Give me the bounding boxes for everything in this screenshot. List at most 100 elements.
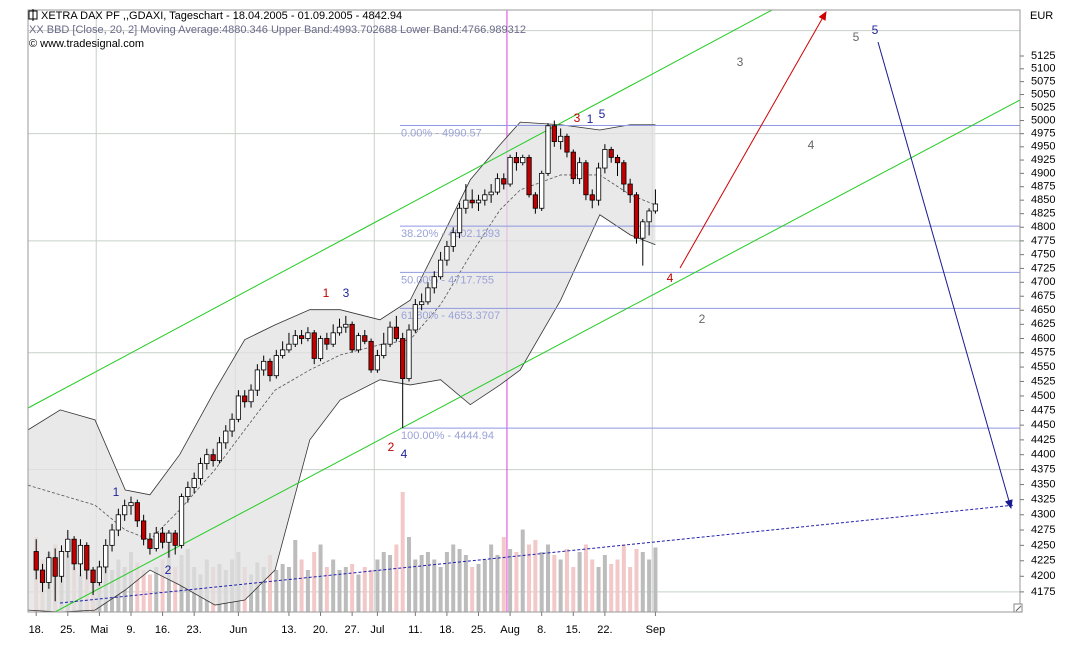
candle-body (456, 207, 463, 234)
volume-bar (476, 564, 481, 612)
candle-body (223, 430, 229, 444)
volume-bar (438, 567, 443, 612)
volume-bar (400, 492, 405, 612)
y-tick-label: 4925 (1031, 154, 1055, 166)
candle-body (374, 355, 381, 371)
x-tick-label: 18. (439, 624, 454, 636)
candle-body (463, 199, 469, 209)
x-tick-label: 22. (597, 624, 612, 636)
candle-body (273, 355, 279, 377)
y-tick-label: 4300 (1031, 509, 1055, 521)
candle-body (501, 178, 507, 185)
candle-body (134, 502, 140, 522)
volume-bar (539, 552, 544, 612)
volume-bar (520, 529, 525, 612)
candle-body (469, 199, 475, 204)
candle-body (602, 149, 608, 169)
resize-grip[interactable] (1013, 603, 1023, 613)
volume-bar (154, 567, 159, 612)
arrow-down (877, 41, 1013, 509)
x-tick-label: Mai (91, 624, 109, 636)
candle-body (210, 454, 216, 462)
candle-body (583, 162, 589, 196)
y-tick-label: 4600 (1031, 332, 1055, 344)
x-tick-label: Jun (230, 624, 248, 636)
candle-body (33, 551, 39, 571)
x-tick-label: 9. (126, 624, 135, 636)
y-tick-label: 4425 (1031, 434, 1055, 446)
candle-body (235, 395, 242, 420)
candle-body (122, 505, 128, 516)
candle-body (475, 199, 482, 204)
y-tick-label: 5000 (1031, 114, 1055, 126)
fib-label: 0.00% - 4990.57 (401, 127, 482, 139)
candle-body (248, 389, 254, 403)
volume-bar (173, 567, 178, 612)
volume-bar (577, 552, 582, 612)
candle-body (368, 340, 374, 371)
trend-line (59, 504, 1016, 604)
wave-label: 5 (599, 107, 606, 121)
credit: © www.tradesignal.com (29, 38, 144, 50)
candle-body (419, 301, 425, 306)
candle-body (84, 544, 90, 571)
resize-grip[interactable] (1013, 603, 1023, 613)
candle-body (513, 157, 520, 164)
candle-body (147, 538, 153, 549)
wave-label: 1 (323, 286, 330, 300)
candle-body (646, 210, 652, 223)
volume-bar (470, 567, 475, 612)
wave-label: 3 (737, 55, 744, 69)
volume-bar (356, 574, 361, 612)
volume-bar (432, 559, 437, 612)
band-upper (28, 121, 656, 496)
channel-lower (54, 99, 1020, 612)
volume-bar (141, 570, 146, 612)
x-tick-label: 25. (60, 624, 75, 636)
y-tick-label: 4550 (1031, 361, 1055, 373)
y-tick-label: 4350 (1031, 478, 1055, 490)
candle-body (362, 335, 368, 342)
volume-bar (501, 537, 506, 612)
candle-body (387, 326, 393, 345)
candle-body (197, 463, 204, 479)
candle-body (229, 418, 235, 432)
candle-body (507, 157, 513, 185)
wave-label: 5 (872, 23, 879, 37)
fib-label: 50.00% - 4717.755 (401, 274, 494, 286)
volume-bar (337, 570, 342, 612)
candle-body (621, 162, 627, 185)
candle-body (564, 135, 570, 153)
candle-body (317, 338, 324, 359)
wave-label: 1 (113, 485, 120, 499)
plot-frame (27, 9, 1021, 613)
candle-body (652, 203, 659, 212)
candle-body (336, 326, 343, 334)
volume-bar (318, 544, 323, 612)
volume-bar (457, 549, 462, 612)
y-tick-label: 4675 (1031, 290, 1055, 302)
volume-bar (381, 552, 386, 612)
volume-bar (546, 544, 551, 612)
volume-bar (489, 544, 494, 612)
candle-body (103, 544, 109, 568)
x-tick-label: 25. (471, 624, 486, 636)
candle-body (166, 532, 172, 543)
candle-body (141, 520, 147, 540)
candle-body (494, 178, 501, 193)
candle-body (400, 338, 406, 379)
candle-body (627, 183, 633, 196)
y-tick-label: 4825 (1031, 208, 1055, 220)
volume-bar (602, 555, 607, 612)
candle-body (545, 125, 551, 174)
candle-body (595, 167, 602, 201)
y-tick-label: 4750 (1031, 249, 1055, 261)
x-tick-label: 15. (566, 624, 581, 636)
candle-body (450, 232, 456, 247)
x-tick-label: Aug (500, 624, 520, 636)
candle-body (349, 323, 355, 351)
volume-bar (135, 562, 140, 612)
wave-label: 4 (667, 271, 674, 285)
volume-bar (564, 549, 569, 612)
